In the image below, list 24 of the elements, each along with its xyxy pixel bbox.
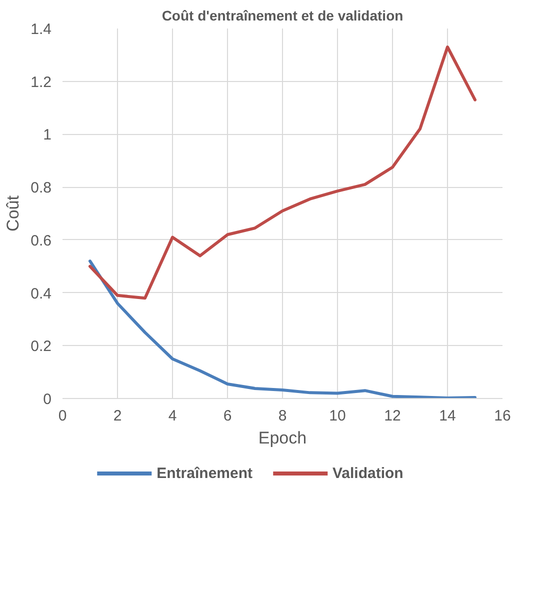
y-axis-title: Coût	[4, 195, 23, 232]
y-tick-label: 0.2	[30, 338, 52, 356]
y-tick-label: 1.2	[30, 74, 52, 91]
y-tick-label: 0	[43, 391, 52, 408]
x-tick-label: 0	[58, 408, 67, 424]
legend-label: Validation	[332, 464, 404, 482]
y-tick-label: 0.6	[30, 232, 52, 250]
x-tick-label: 8	[278, 408, 287, 424]
x-axis-title: Epoch	[258, 428, 307, 448]
x-tick-label: 2	[113, 408, 122, 424]
x-tick-label: 10	[329, 408, 346, 424]
x-tick-label: 12	[384, 408, 401, 424]
x-tick-label: 4	[168, 408, 177, 424]
y-tick-label: 1	[43, 126, 52, 144]
line-series	[88, 46, 476, 300]
y-tick-label: 1.4	[30, 21, 52, 38]
legend-label: Entraînement	[156, 464, 252, 482]
x-tick-label: 16	[494, 408, 511, 424]
x-tick-label: 14	[439, 408, 456, 424]
y-tick-label: 0.4	[30, 285, 52, 302]
line-series	[88, 260, 476, 398]
y-tick-label: 0.8	[30, 180, 52, 197]
chart-title: Coût d'entraînement et de validation	[162, 8, 404, 24]
x-tick-label: 6	[223, 408, 232, 424]
